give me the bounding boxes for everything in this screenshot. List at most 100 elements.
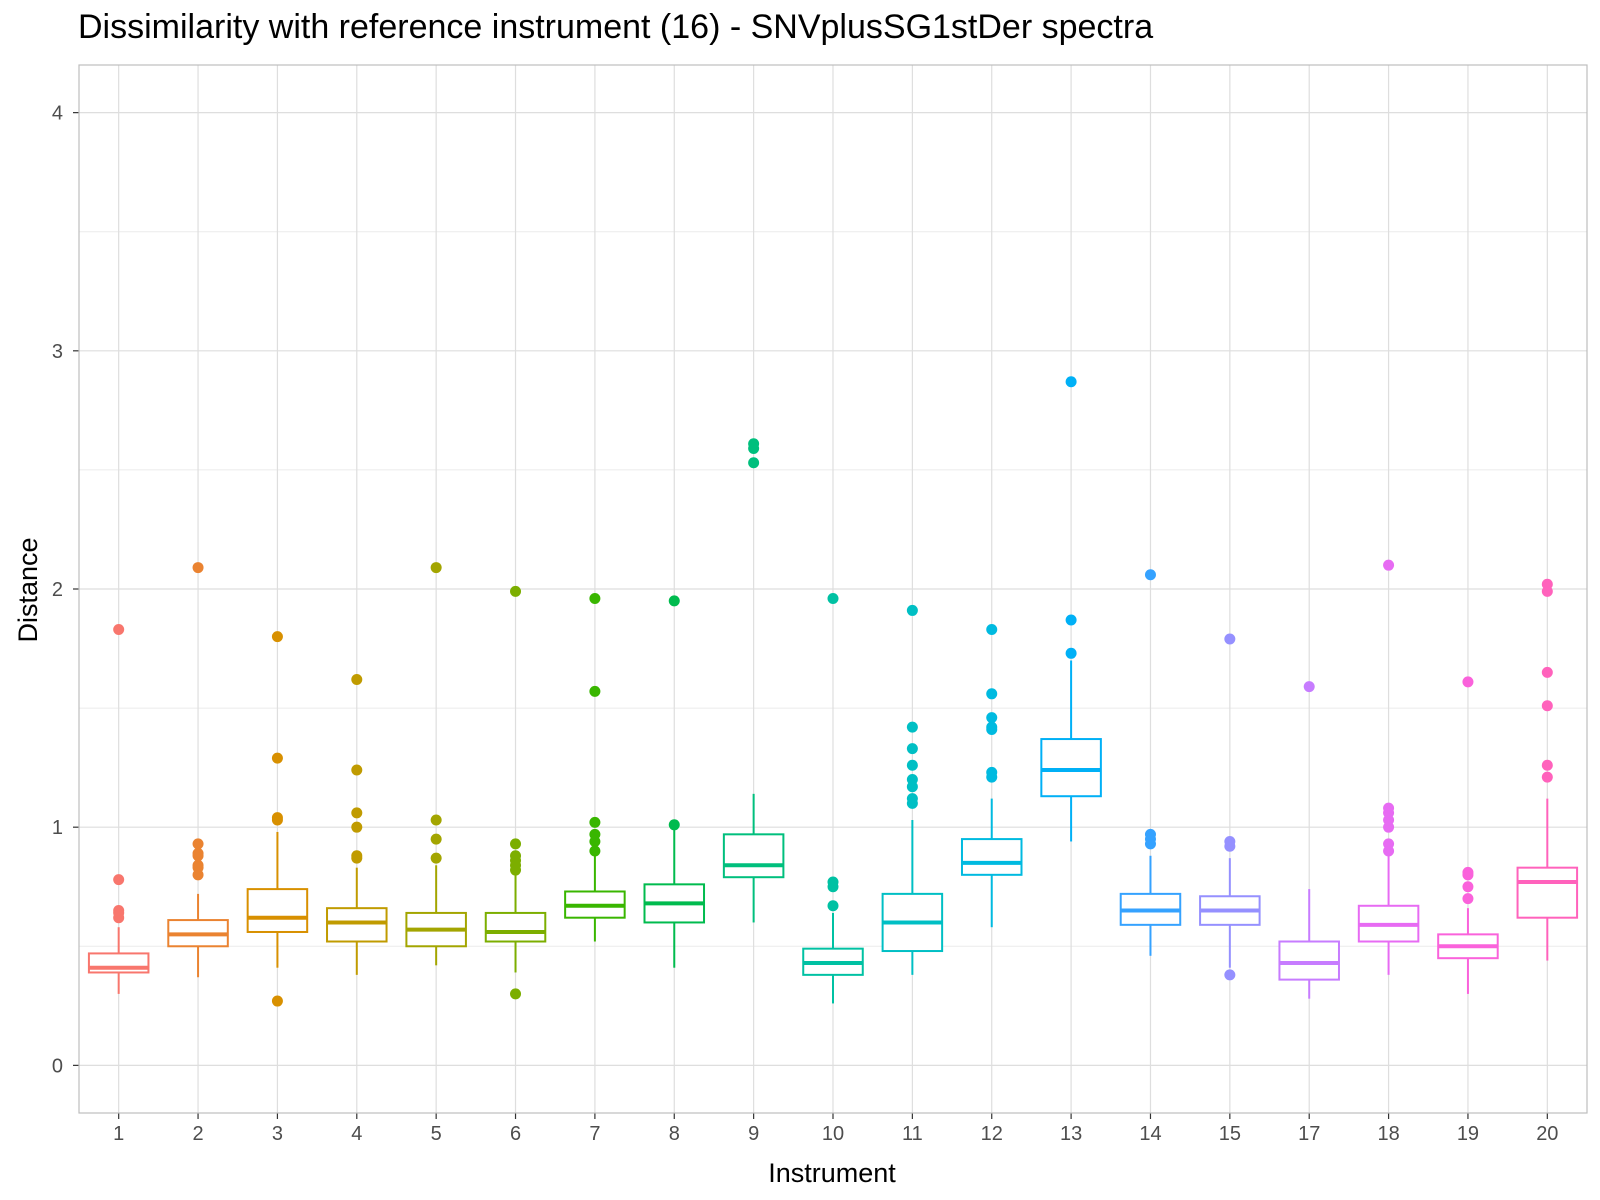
outlier-point	[906, 721, 918, 733]
outlier-point	[1462, 881, 1474, 893]
y-tick-label: 1	[52, 817, 63, 839]
outlier-point	[192, 859, 204, 871]
outlier-point	[1303, 681, 1315, 693]
x-tick-label: 2	[192, 1123, 203, 1145]
outlier-point	[748, 438, 760, 450]
outlier-point	[1065, 647, 1077, 659]
outlier-point	[271, 995, 283, 1007]
box-iqr	[722, 833, 785, 879]
box-iqr	[1278, 940, 1340, 981]
box-group-14	[1119, 569, 1182, 956]
outlier-point	[906, 793, 918, 805]
outlier-point	[1541, 578, 1553, 590]
box-group-5	[405, 562, 467, 966]
outlier-point	[510, 988, 522, 1000]
box-group-1	[87, 623, 150, 994]
box-iqr	[326, 907, 388, 943]
x-tick-label: 11	[902, 1123, 923, 1145]
outlier-point	[589, 593, 601, 605]
outlier-point	[986, 623, 998, 635]
box-group-11	[881, 604, 944, 975]
box-group-8	[643, 595, 706, 968]
outlier-point	[1541, 771, 1553, 783]
outlier-point	[1541, 700, 1553, 712]
box-iqr	[1040, 738, 1102, 798]
outlier-point	[351, 821, 363, 833]
outlier-point	[351, 807, 363, 819]
y-tick-label: 0	[52, 1055, 63, 1077]
x-tick-label: 17	[1298, 1123, 1320, 1145]
box-group-12	[960, 623, 1023, 928]
box-group-18	[1357, 559, 1420, 975]
x-tick-label: 3	[272, 1123, 283, 1145]
outlier-point	[1383, 802, 1395, 814]
outlier-point	[113, 874, 125, 886]
outlier-point	[668, 595, 680, 607]
outlier-point	[430, 814, 442, 826]
outlier-point	[271, 752, 283, 764]
outlier-point	[271, 812, 283, 824]
outlier-point	[1383, 559, 1395, 571]
outlier-point	[430, 562, 442, 574]
outlier-point	[906, 759, 918, 771]
outlier-point	[271, 631, 283, 643]
outlier-point	[1065, 614, 1077, 626]
box-group-4	[326, 674, 388, 975]
outlier-point	[1224, 835, 1236, 847]
outlier-point	[510, 838, 522, 850]
box-group-2	[167, 562, 229, 978]
outlier-point	[1144, 569, 1156, 581]
box-iqr	[1516, 866, 1579, 919]
outlier-point	[668, 819, 680, 831]
y-tick-label: 4	[52, 103, 63, 125]
box-iqr	[960, 838, 1023, 876]
box-layer	[87, 376, 1579, 1007]
box-group-9	[722, 438, 785, 923]
outlier-point	[827, 876, 839, 888]
box-group-20	[1516, 578, 1579, 961]
outlier-point	[113, 905, 125, 917]
x-tick-label: 13	[1060, 1123, 1082, 1145]
y-tick-label: 3	[52, 341, 63, 363]
outlier-point	[192, 838, 204, 850]
outlier-point	[430, 852, 442, 864]
outlier-point	[986, 712, 998, 724]
x-tick-label: 1	[113, 1123, 124, 1145]
x-tick-label: 14	[1139, 1123, 1161, 1145]
x-tick-label: 7	[589, 1123, 600, 1145]
box-group-10	[802, 593, 864, 1004]
outlier-point	[1224, 633, 1236, 645]
x-tick-label: 9	[748, 1123, 759, 1145]
outlier-point	[192, 847, 204, 859]
box-group-17	[1278, 681, 1340, 999]
box-group-6	[484, 585, 547, 1000]
outlier-point	[1224, 969, 1236, 981]
box-group-7	[564, 593, 626, 942]
outlier-point	[906, 774, 918, 786]
outlier-point	[351, 764, 363, 776]
outlier-point	[1144, 828, 1156, 840]
outlier-point	[192, 562, 204, 574]
outlier-point	[589, 828, 601, 840]
outlier-point	[589, 816, 601, 828]
outlier-point	[986, 688, 998, 700]
outlier-point	[589, 845, 601, 857]
x-tick-label: 6	[510, 1123, 521, 1145]
x-tick-label: 20	[1536, 1123, 1558, 1145]
outlier-point	[351, 850, 363, 862]
box-group-13	[1040, 376, 1102, 842]
outlier-point	[510, 585, 522, 597]
outlier-point	[1462, 893, 1474, 905]
box-iqr	[484, 911, 547, 943]
outlier-point	[1065, 376, 1077, 388]
x-tick-label: 8	[669, 1123, 680, 1145]
panel-border	[78, 64, 1588, 1114]
outlier-point	[1462, 866, 1474, 878]
x-tick-label: 15	[1219, 1123, 1241, 1145]
outlier-point	[510, 850, 522, 862]
x-axis-title: Instrument	[768, 1158, 896, 1188]
outlier-point	[1383, 838, 1395, 850]
outlier-point	[589, 685, 601, 697]
